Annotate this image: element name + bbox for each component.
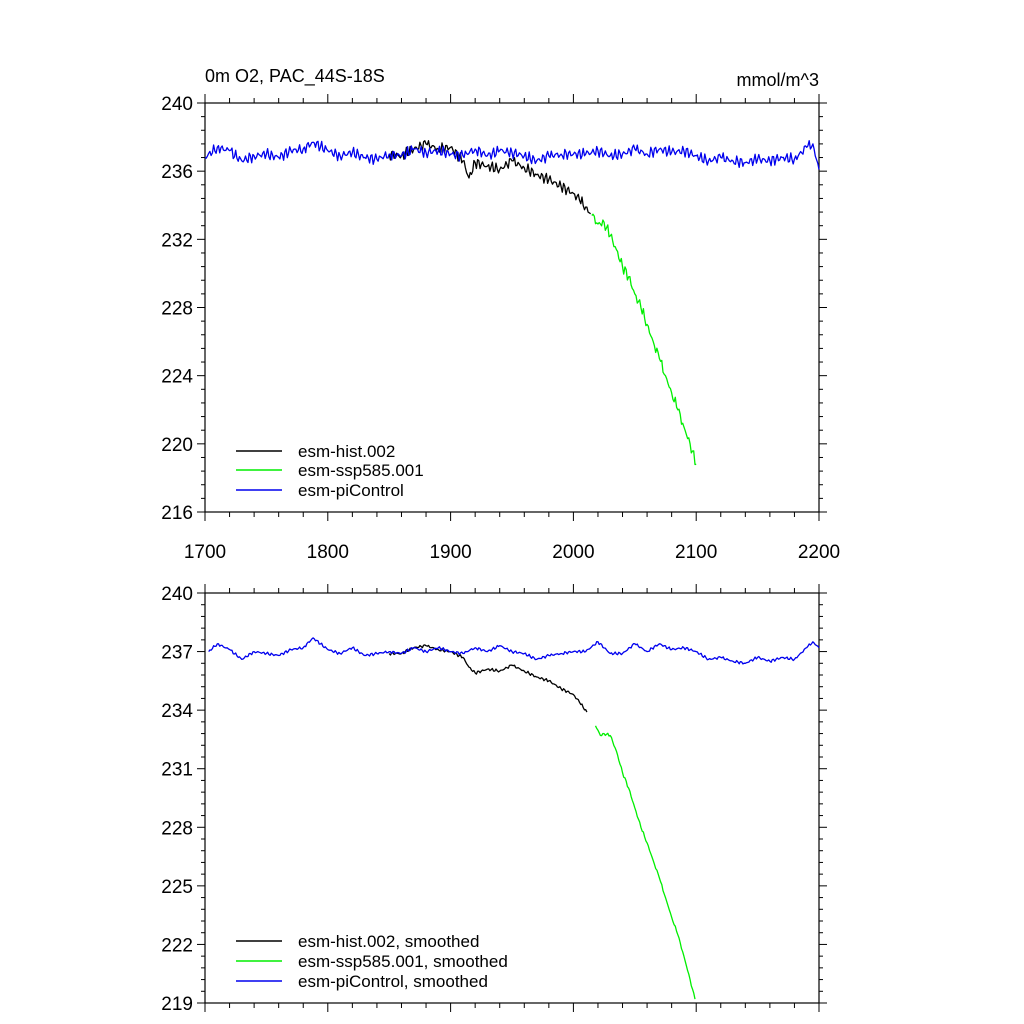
bottom-ytick-label: 237: [161, 643, 193, 664]
bottom-ytick-label: 219: [161, 994, 193, 1015]
bottom-series-picontrol: [208, 637, 820, 665]
bottom-ytick-label: 222: [161, 935, 193, 956]
top-ticks: 216 220 224 228 232 236 240 1700 1800 1900 2000 210…: [161, 94, 840, 563]
top-chart-units: mmol/m^3: [737, 70, 819, 90]
top-ytick-label: 236: [161, 162, 193, 183]
bottom-ytick-label: 225: [161, 877, 193, 898]
top-legend-label-hist: esm-hist.002: [298, 442, 395, 461]
bottom-ytick-label: 231: [161, 760, 193, 781]
bottom-legend-label-hist: esm-hist.002, smoothed: [298, 932, 479, 951]
bottom-panel: 219 222 225 228 231 234 237 240 esm-hist.002, s…: [161, 584, 827, 1015]
top-ytick-label: 224: [161, 367, 193, 388]
bottom-ytick-label: 240: [161, 584, 193, 605]
top-series-picontrol: [204, 140, 820, 170]
top-xtick-label: 1900: [429, 542, 471, 563]
top-legend-label-picontrol: esm-piControl: [298, 481, 404, 500]
bottom-legend: esm-hist.002, smoothed esm-ssp585.001, s…: [236, 932, 508, 991]
top-ytick-label: 216: [161, 503, 193, 524]
bottom-series-ssp585: [594, 725, 696, 1000]
top-ytick-label: 228: [161, 299, 193, 320]
bottom-legend-label-ssp585: esm-ssp585.001, smoothed: [298, 952, 508, 971]
bottom-ytick-label: 228: [161, 818, 193, 839]
bottom-ytick-label: 234: [161, 701, 193, 722]
top-ytick-label: 220: [161, 435, 193, 456]
top-xtick-label: 2000: [552, 542, 594, 563]
top-xtick-label: 2200: [798, 542, 840, 563]
bottom-series-hist: [388, 644, 588, 713]
top-series: [204, 140, 820, 466]
top-xtick-label: 2100: [675, 542, 717, 563]
bottom-plot-frame: [204, 592, 820, 1004]
top-series-hist: [388, 140, 591, 215]
top-xtick-label: 1700: [184, 542, 226, 563]
bottom-series: [208, 637, 820, 1000]
top-series-ssp585: [591, 213, 697, 466]
top-ytick-label: 232: [161, 230, 193, 251]
top-panel: 0m O2, PAC_44S-18S mmol/m^3 216 220 224 228…: [161, 66, 840, 563]
top-xtick-label: 1800: [307, 542, 349, 563]
top-legend: esm-hist.002 esm-ssp585.001 esm-piContro…: [236, 442, 424, 500]
top-ytick-label: 240: [161, 94, 193, 115]
bottom-legend-label-picontrol: esm-piControl, smoothed: [298, 972, 488, 991]
bottom-ticks: 219 222 225 228 231 234 237 240: [161, 584, 827, 1015]
top-legend-label-ssp585: esm-ssp585.001: [298, 461, 424, 480]
top-chart-title: 0m O2, PAC_44S-18S: [205, 66, 385, 87]
